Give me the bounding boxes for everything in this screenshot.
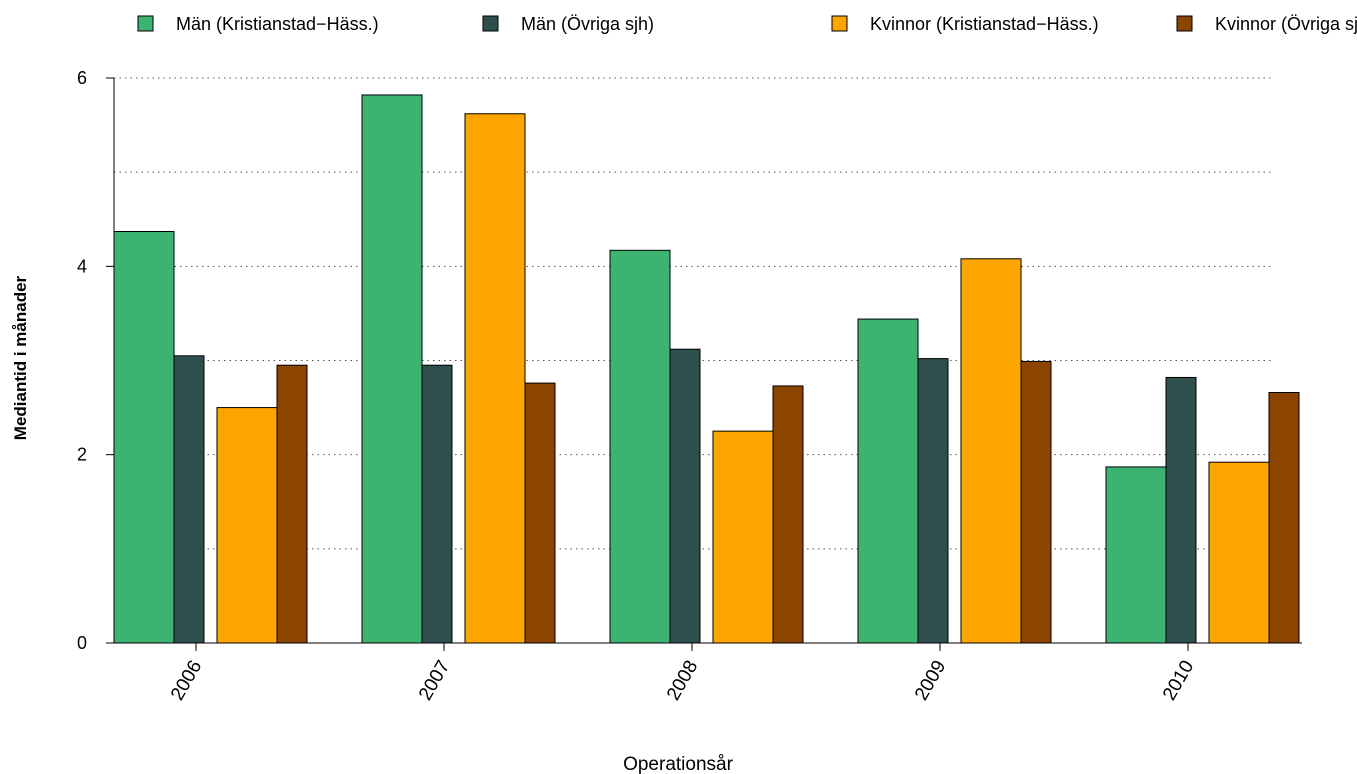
y-tick-label: 4 [77,256,87,276]
bar [113,230,175,644]
bar [960,258,1022,644]
legend: Män (Kristianstad−Häss.) Män (Övriga sjh)… [137,14,1357,34]
legend-swatch [1176,15,1193,32]
bar [669,348,701,644]
bar [173,355,205,644]
legend-label: Män (Kristianstad−Häss.) [176,14,379,34]
x-ticks: 2006 2007 2008 2009 2010 [167,643,1198,704]
legend-swatch [482,15,499,32]
legend-swatch [831,15,848,32]
x-tick-label: 2006 [167,657,206,704]
bar [216,407,278,644]
bar [1208,461,1270,644]
legend-label: Kvinnor (Kristianstad−Häss.) [870,14,1099,34]
x-tick-label: 2007 [415,657,454,704]
y-tick-label: 0 [77,633,87,653]
bar [464,113,526,644]
bar [361,94,423,644]
y-tick-label: 6 [77,68,87,88]
y-tick-label: 2 [77,445,87,465]
bar [1165,376,1197,644]
x-tick-label: 2009 [911,657,950,704]
bar [421,364,453,644]
y-axis-label: Mediantid i månader [11,275,30,440]
legend-swatch [137,15,154,32]
bar [524,382,556,644]
axes [113,78,1302,644]
bar-marks [113,94,1300,644]
bar [712,430,774,644]
bar [1020,360,1052,644]
legend-label: Kvinnor (Övriga sjh) [1215,14,1357,34]
legend-label: Män (Övriga sjh) [521,14,654,34]
x-tick-label: 2008 [663,657,702,704]
bar [1105,466,1167,644]
bar [609,249,671,644]
bar [857,318,919,644]
x-tick-label: 2010 [1159,657,1198,704]
bar [772,385,804,644]
x-axis-label: Operationsår [623,754,734,774]
y-ticks: 0 2 4 6 [77,68,114,653]
bar [917,358,949,644]
bar [276,364,308,644]
bar [1268,392,1300,644]
